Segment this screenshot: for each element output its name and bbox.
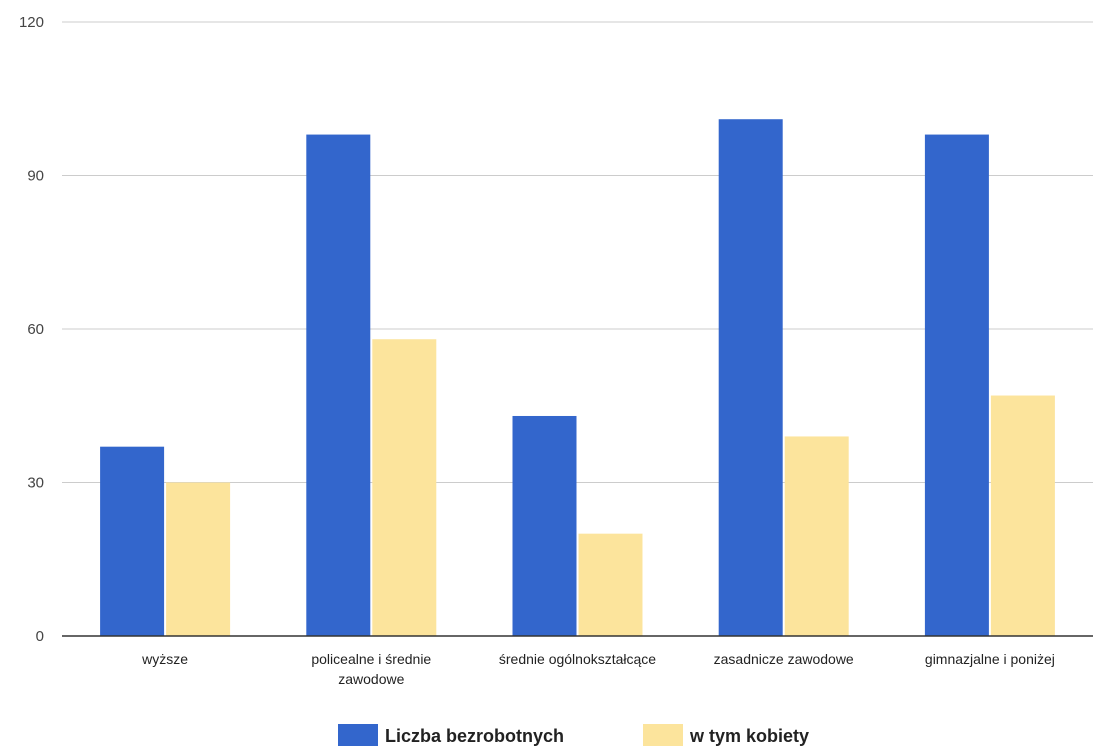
- legend-label-2: w tym kobiety: [689, 726, 809, 746]
- bar-series2-cat5: [990, 395, 1055, 636]
- bar-series1-cat3: [512, 415, 577, 636]
- y-tick-label-60: 60: [27, 321, 44, 338]
- legend-swatch-1: [338, 724, 378, 746]
- legend: Liczba bezrobotnych w tym kobiety: [338, 724, 809, 746]
- x-category-label-3: średnie ogólnokształcące: [499, 651, 656, 667]
- x-category-label-1: wyższe: [141, 651, 188, 667]
- bar-series2-cat4: [784, 436, 849, 636]
- x-category-label-4: zasadnicze zawodowe: [714, 651, 854, 667]
- bars: [100, 119, 1055, 637]
- gridlines: [62, 21, 1093, 483]
- bar-series1-cat2: [306, 134, 371, 637]
- x-category-label-2-line2: zawodowe: [338, 671, 404, 687]
- x-category-label-2-line1: policealne i średnie: [311, 651, 431, 667]
- y-tick-label-0: 0: [36, 628, 44, 645]
- x-category-label-5: gimnazjalne i poniżej: [925, 651, 1055, 667]
- y-tick-label-30: 30: [27, 475, 44, 492]
- y-axis-tick-labels: 0 30 60 90 120: [19, 14, 44, 645]
- y-tick-label-90: 90: [27, 168, 44, 185]
- bar-series1-cat5: [924, 134, 989, 637]
- bar-series1-cat4: [718, 119, 783, 636]
- legend-label-1: Liczba bezrobotnych: [385, 726, 564, 746]
- y-tick-label-120: 120: [19, 14, 44, 31]
- legend-swatch-2: [643, 724, 683, 746]
- x-axis-category-labels: wyższe policealne i średnie zawodowe średni…: [141, 651, 1055, 687]
- bar-series1-cat1: [100, 446, 165, 636]
- bar-series2-cat2: [372, 339, 437, 636]
- bar-series2-cat1: [166, 482, 231, 636]
- bar-series2-cat3: [578, 533, 643, 636]
